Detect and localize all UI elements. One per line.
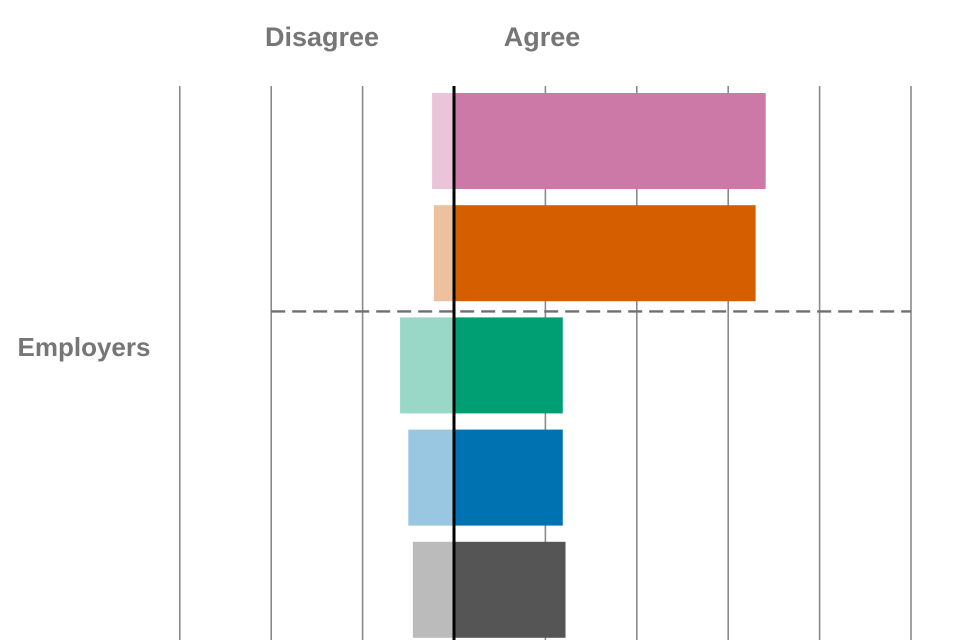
disagree-bar (408, 429, 454, 526)
category-label: Employers (18, 332, 151, 362)
agree-header-label: Agree (504, 22, 581, 52)
bars (400, 93, 766, 638)
agree-bar (454, 93, 766, 189)
disagree-bar (432, 93, 454, 189)
disagree-bar (433, 205, 454, 302)
agree-bar (454, 205, 756, 302)
agree-bar (454, 541, 566, 638)
disagree-bar (400, 317, 454, 414)
agree-bar (454, 317, 563, 414)
disagree-bar (412, 541, 454, 638)
disagree-header-label: Disagree (265, 22, 379, 52)
agree-bar (454, 429, 563, 526)
